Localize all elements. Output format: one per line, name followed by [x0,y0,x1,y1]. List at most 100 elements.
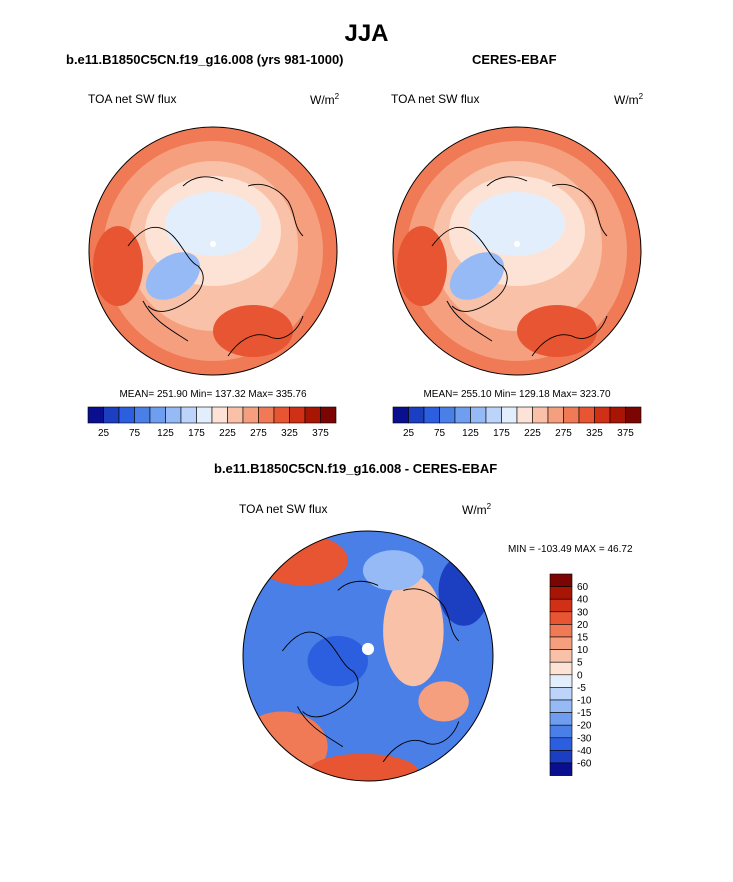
panel1-colorbar-box-1 [103,406,120,424]
panel1-colorbar-box-0 [87,406,104,424]
panel3-colorbar-tick-label: -30 [577,733,592,744]
panel2-field-region [469,192,565,256]
panel2-colorbar-box-13 [594,406,611,424]
panel2-colorbar-box-11 [563,406,580,424]
panel3-colorbar-box-9 [549,687,573,701]
panel2-coastline [446,300,493,342]
panel3-colorbar-tick-label: 20 [577,620,589,631]
panel3-colorbar-tick-label: 60 [577,582,589,593]
panel2-field-region [449,252,505,300]
panel3-pole-marker [361,642,375,655]
panel2-colorbar-tick-label: 75 [434,428,446,439]
panel1-colorbar-box-6 [180,406,197,424]
panel1-colorbar-box-4 [149,406,166,424]
panel3-colorbar-box-6 [549,649,573,663]
panel1-variable-label: TOA net SW flux [88,92,177,106]
panel3-colorbar-box-14 [549,750,573,764]
panel3-colorbar-box-11 [549,712,573,726]
panel2-coastline [486,176,528,187]
panel2-colorbar-tick-label: 25 [403,428,415,439]
panel1-colorbar-tick-label: 25 [98,428,110,439]
panel1-colorbar-box-5 [165,406,182,424]
panel3-colorbar-tick-label: -15 [577,708,592,719]
panel1-map-border [88,126,338,376]
panel3-title: b.e11.B1850C5CN.f19_g16.008 - CERES-EBAF [214,461,498,476]
panel3-colorbar-box-12 [549,724,573,739]
panel2-colorbar-box-14 [609,406,626,424]
panel3-colorbar-box-4 [549,624,573,638]
panel3-colorbar-box-5 [549,636,573,650]
panel3-colorbar-tick-label: 15 [577,633,589,644]
panel3-field-region [418,681,469,722]
panel3-colorbar-tick-label: -10 [577,696,592,707]
panel1-colorbar-box-14 [304,406,321,424]
panel2-colorbar-box-8 [516,406,533,424]
panel2-colorbar-box-3 [439,406,456,424]
panel3-colorbar-box-15 [549,762,573,776]
panel2-field-region [397,226,447,306]
panel1-coastline [182,176,224,187]
panel3-field-region [438,555,489,626]
panel1-colorbar-box-2 [118,406,135,424]
panel2-variable-label: TOA net SW flux [391,92,480,106]
panel3-stats: MIN = -103.49 MAX = 46.72 [508,544,633,555]
panel1-colorbar-box-15 [320,406,337,424]
panel1-colorbar-tick-label: 375 [312,428,329,439]
panel3-field-region [307,753,419,781]
panel2-colorbar-box-2 [423,406,440,424]
panel3-colorbar-box-13 [549,737,573,751]
panel2-coastline [551,183,608,237]
panel3-polar-map [242,530,494,782]
panel3-coastline [382,721,460,763]
panel1-pole-marker [210,241,216,247]
panel1-coastline [227,315,304,357]
panel3-field-region [362,550,424,591]
panel3-colorbar-tick-label: -20 [577,721,592,732]
panel3-colorbar-box-2 [549,598,573,613]
panel3-colorbar-tick-label: 0 [577,670,583,681]
panel3-map-border [242,530,494,782]
panel2-colorbar: 25 75 125 175 225 275 325 375 [392,406,642,439]
figure-title: JJA [344,20,389,47]
panel3-colorbar-tick-label: -60 [577,759,592,770]
panel1-colorbar: 25 75 125 175 225 275 325 375 [87,406,337,439]
panel2-stats: MEAN= 255.10 Min= 129.18 Max= 323.70 [423,389,611,400]
panel1-colorbar-tick-label: 125 [157,428,174,439]
panel2-colorbar-tick-label: 275 [555,428,572,439]
panel1-colorbar-box-7 [196,406,213,424]
panel2-colorbar-tick-label: 175 [493,428,510,439]
panel3-colorbar-tick-label: 5 [577,658,583,669]
panel2-colorbar-box-0 [392,406,409,424]
panel2-polar-map [392,126,642,376]
panel1-field-region [213,305,293,357]
panel3-coastline [281,631,359,718]
panel1-coastline [247,183,304,237]
panel3-colorbar-box-8 [549,674,573,688]
panel3-colorbar-tick-label: 30 [577,607,589,618]
panel3-colorbar-box-3 [549,611,573,625]
panel1-colorbar-box-9 [227,406,244,424]
panel3-coastline [297,706,344,748]
panel2-colorbar-box-7 [501,406,518,424]
panel2-coastline [431,226,508,312]
panel3-colorbar-tick-label: -5 [577,683,586,694]
panel1-colorbar-tick-label: 75 [129,428,141,439]
panel1-coastline [127,226,204,312]
panel3-colorbar-box-1 [549,586,573,600]
panel2-colorbar-box-1 [408,406,425,424]
panel1-colorbar-box-12 [273,406,290,424]
panel3-colorbar-box-7 [549,661,573,676]
panel3-coastline [403,588,460,642]
panel1-coastline [142,300,189,342]
panel1-field-region [165,192,261,256]
panel2-colorbar-tick-label: 125 [462,428,479,439]
panel2-colorbar-box-4 [454,406,471,424]
panel2-units-label: W/m2 [614,92,644,107]
panel1-colorbar-tick-label: 325 [281,428,298,439]
panel3-variable-label: TOA net SW flux [239,502,328,516]
panel2-field-region [517,305,597,357]
panel1-field-region [145,252,201,300]
panel2-colorbar-box-10 [547,406,564,424]
panel2-pole-marker [514,241,520,247]
